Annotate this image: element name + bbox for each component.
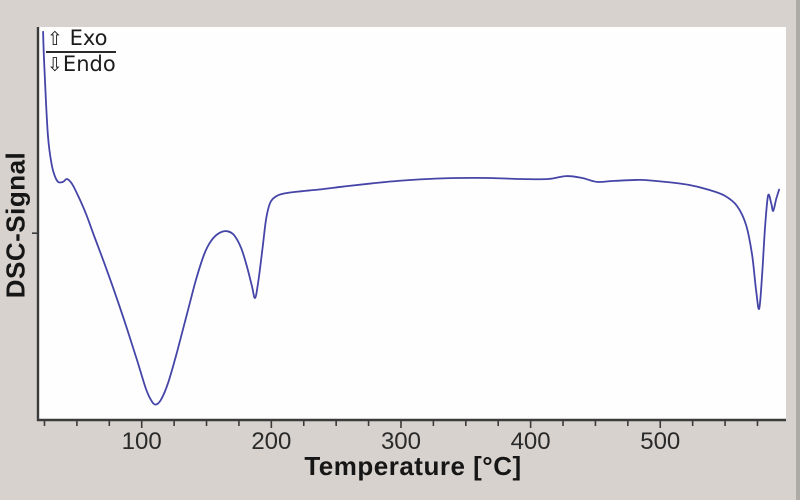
axes <box>36 27 786 422</box>
plot-area <box>38 27 786 420</box>
x-tick-label: 400 <box>511 428 551 455</box>
dsc-curve <box>42 30 780 406</box>
exo-label: ⇧ Exo <box>46 27 116 53</box>
exo-text: Exo <box>62 26 108 50</box>
exo-endo-annotation: ⇧ Exo ⇩Endo <box>46 27 116 77</box>
scan-edge-shadow <box>796 0 800 500</box>
x-axis-ticks <box>43 421 759 428</box>
x-axis-tick-labels: 100 200 300 400 500 <box>122 428 681 455</box>
endo-label: ⇩Endo <box>46 53 116 77</box>
y-axis-title: DSC-Signal <box>0 151 31 299</box>
x-tick-label: 500 <box>640 428 680 455</box>
x-axis-title: Temperature [°C] <box>304 451 522 481</box>
endo-text: Endo <box>62 52 116 76</box>
x-tick-label: 200 <box>251 428 291 455</box>
x-tick-label: 100 <box>122 428 162 455</box>
x-tick-label: 300 <box>381 428 421 455</box>
endo-down-arrow-icon: ⇩ <box>47 54 63 76</box>
exo-up-arrow-icon: ⇧ <box>47 28 63 50</box>
